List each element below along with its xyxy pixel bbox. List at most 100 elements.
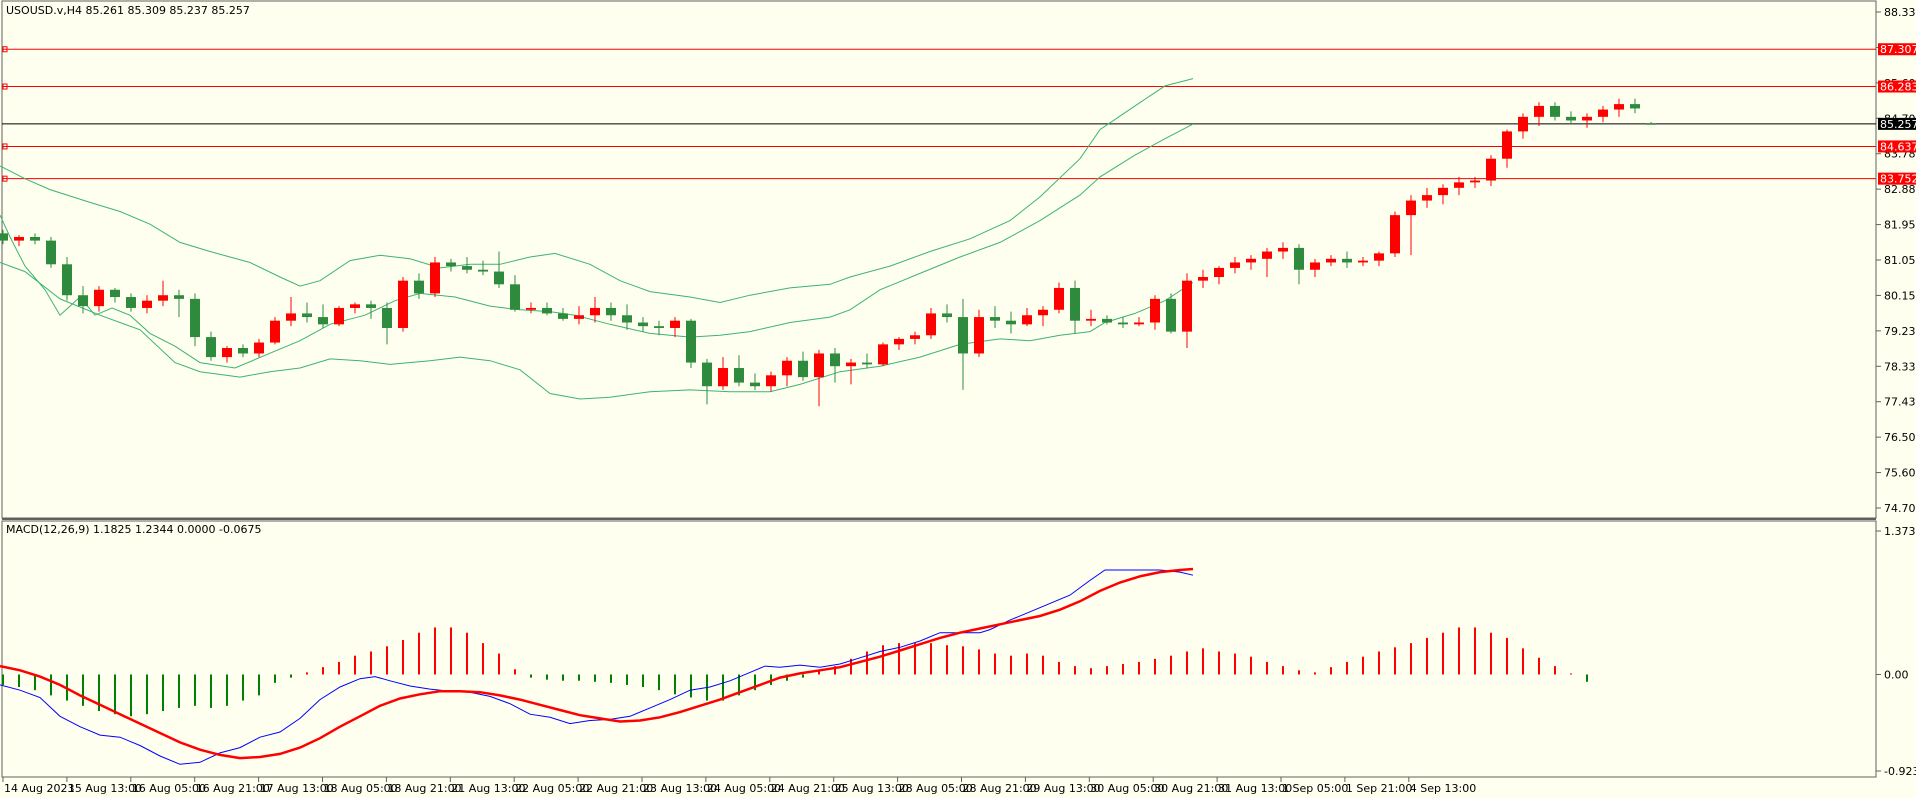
candle-body — [1406, 200, 1416, 216]
level-line-handle — [2, 46, 8, 53]
time-axis-label: 17 Aug 13:00 — [260, 782, 334, 795]
bollinger-lower-band — [0, 262, 1194, 400]
candle-body — [1342, 258, 1352, 263]
price-axis-label: 78.330 — [1884, 360, 1916, 373]
candle-body — [1550, 105, 1560, 117]
macd-info: MACD(12,26,9) 1.1825 1.2344 0.0000 -0.06… — [6, 523, 261, 536]
candle-body — [254, 342, 264, 354]
candle-body — [174, 295, 184, 299]
candle-body — [1326, 258, 1336, 263]
candle-body — [1102, 318, 1112, 323]
price-axis-label: 76.505 — [1884, 431, 1916, 444]
macd-axis-label: 1.3732 — [1884, 525, 1916, 538]
time-axis-label: 16 Aug 05:00 — [132, 782, 206, 795]
candle-body — [1262, 251, 1272, 259]
candle-body — [1646, 123, 1656, 125]
candle-body — [910, 335, 920, 339]
candle-body — [270, 320, 280, 343]
candle-body — [1230, 262, 1240, 268]
candle-body — [1422, 195, 1432, 201]
candle-body — [94, 289, 104, 307]
candle-body — [1294, 247, 1304, 270]
time-axis-label: 4 Sep 13:00 — [1410, 782, 1476, 795]
candle-body — [990, 317, 1000, 321]
price-axis-label: 74.705 — [1884, 502, 1916, 515]
time-axis-label: 21 Aug 13:00 — [451, 782, 525, 795]
price-label-box — [1878, 80, 1916, 93]
candle-body — [1614, 104, 1624, 110]
candle-body — [1502, 131, 1512, 159]
candle-body — [926, 313, 936, 336]
candle-body — [1246, 258, 1256, 263]
candle-body — [734, 368, 744, 383]
candle-body — [334, 307, 344, 325]
candle-body — [830, 353, 840, 367]
candle-body — [1518, 116, 1528, 132]
candle-body — [1470, 180, 1480, 183]
candle-body — [1134, 322, 1144, 325]
candle-body — [1598, 109, 1608, 117]
time-axis-label: 31 Aug 13:00 — [1218, 782, 1292, 795]
candle-body — [478, 269, 488, 272]
candle-body — [110, 289, 120, 298]
candle-body — [462, 266, 472, 270]
candle-body — [1438, 187, 1448, 196]
time-axis-label: 16 Aug 21:00 — [196, 782, 270, 795]
time-axis-label: 22 Aug 21:00 — [579, 782, 653, 795]
candle-body — [1022, 315, 1032, 325]
candle-body — [1630, 104, 1640, 109]
macd-panel[interactable] — [1, 520, 1877, 778]
candle-body — [1310, 262, 1320, 270]
price-axis-label: 80.155 — [1884, 289, 1916, 302]
candle-body — [766, 375, 776, 387]
level-line-handle — [2, 175, 8, 182]
time-axis-label: 28 Aug 21:00 — [963, 782, 1037, 795]
time-axis-label: 28 Aug 05:00 — [899, 782, 973, 795]
axis-layer: 88.33086.50585.60584.70583.78082.88081.9… — [2, 6, 1916, 795]
candle-body — [622, 315, 632, 323]
candle-body — [1086, 318, 1096, 321]
candle-body — [1118, 322, 1128, 325]
time-axis-label: 1 Sep 05:00 — [1282, 782, 1348, 795]
price-label-text: 83.752 — [1880, 173, 1916, 186]
candle-body — [798, 360, 808, 378]
candle-body — [398, 280, 408, 328]
candle-body — [1054, 287, 1064, 310]
candle-body — [30, 236, 40, 241]
bollinger-middle-band — [0, 123, 1194, 369]
bollinger-upper-band — [0, 78, 1194, 304]
candle-body — [1534, 105, 1544, 117]
candle-body — [46, 240, 56, 265]
candle-body — [894, 338, 904, 345]
price-label-box — [1878, 117, 1916, 130]
candle-body — [814, 353, 824, 378]
candle-body — [62, 264, 72, 296]
candle-body — [574, 315, 584, 319]
candle-body — [846, 362, 856, 367]
candle-body — [430, 262, 440, 294]
candle-body — [958, 317, 968, 354]
candle-body — [414, 280, 424, 294]
candle-body — [510, 284, 520, 310]
candle-body — [750, 382, 760, 387]
level-line-handle — [2, 83, 8, 90]
candle-body — [1182, 280, 1192, 332]
candle-body — [862, 362, 872, 365]
price-label-text: 86.283 — [1880, 81, 1916, 94]
candle-body — [78, 295, 88, 307]
candle-body — [974, 317, 984, 354]
price-label-text: 85.257 — [1880, 118, 1916, 131]
time-axis-label: 14 Aug 2023 — [4, 782, 74, 795]
price-label-box — [1878, 140, 1916, 153]
time-axis-label: 18 Aug 21:00 — [387, 782, 461, 795]
candle-body — [686, 320, 696, 363]
price-label-text: 87.307 — [1880, 43, 1916, 56]
candle-body — [702, 362, 712, 387]
price-label-box — [1878, 172, 1916, 185]
price-axis-label: 88.330 — [1884, 6, 1916, 19]
candle-body — [782, 360, 792, 376]
price-label-box — [1878, 43, 1916, 56]
level-line-handle — [2, 143, 8, 150]
